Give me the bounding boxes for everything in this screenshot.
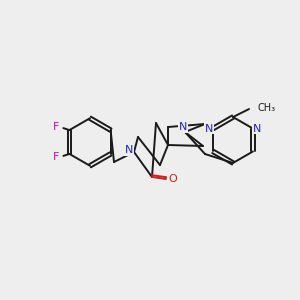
Text: CH₃: CH₃ xyxy=(257,103,275,113)
Text: F: F xyxy=(53,152,60,162)
Text: N: N xyxy=(179,122,187,132)
Text: N: N xyxy=(125,145,133,155)
Text: N: N xyxy=(253,124,261,134)
Text: O: O xyxy=(169,174,177,184)
Text: N: N xyxy=(205,124,213,134)
Text: F: F xyxy=(53,122,60,132)
